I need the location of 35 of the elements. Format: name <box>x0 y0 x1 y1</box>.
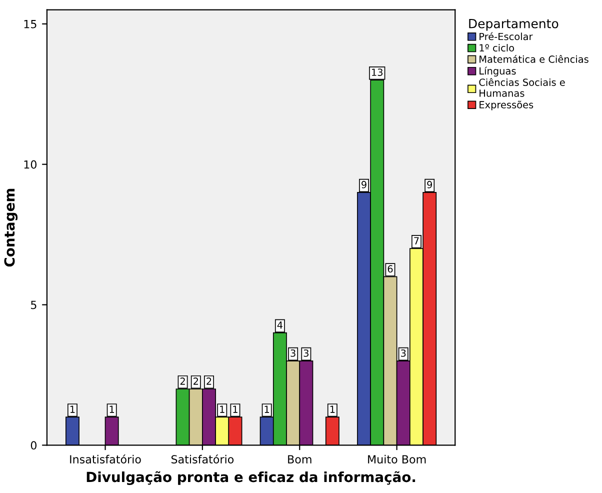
y-tick-label: 15 <box>24 20 36 28</box>
data-label: 2 <box>180 378 185 385</box>
data-label: 1 <box>330 406 335 413</box>
y-axis-title: Contagem <box>4 188 18 267</box>
data-label: 9 <box>427 180 432 188</box>
legend-label: Ciências Sociais e Humanas <box>479 78 565 97</box>
y-tick-label: 5 <box>31 300 36 310</box>
y-tick-label: 10 <box>24 160 36 169</box>
data-label: 7 <box>414 237 419 244</box>
legend-label: Pré-Escolar <box>480 32 533 40</box>
x-tick-label: Insatisfatório <box>70 454 141 464</box>
data-label: 2 <box>206 378 212 385</box>
x-axis-title: Divulgação pronta e eficaz da informação. <box>86 471 416 486</box>
data-label: 3 <box>304 349 308 357</box>
data-label: 13 <box>372 68 383 76</box>
x-tick-label: Muito Bom <box>368 454 426 464</box>
data-label: 1 <box>220 406 224 413</box>
legend-label: 1º ciclo <box>480 44 514 52</box>
data-label: 1 <box>110 406 114 413</box>
data-label: 3 <box>290 349 296 357</box>
legend-label: Expressões <box>480 100 534 110</box>
data-label: 1 <box>70 406 75 413</box>
data-label: 3 <box>401 349 406 357</box>
x-tick-label: Satisfatório <box>171 454 234 464</box>
data-label: 1 <box>264 406 270 413</box>
y-tick-label: 0 <box>30 441 36 450</box>
legend-label: Matemática e Ciências <box>480 54 588 63</box>
data-label: 4 <box>277 321 282 329</box>
data-label: 9 <box>362 180 366 188</box>
data-label: 1 <box>233 406 238 413</box>
x-tick-label: Bom <box>288 455 312 464</box>
data-label: 2 <box>194 378 198 385</box>
data-label: 6 <box>388 265 393 273</box>
legend-title: Departamento <box>469 18 558 31</box>
legend-label: Línguas <box>480 66 516 77</box>
